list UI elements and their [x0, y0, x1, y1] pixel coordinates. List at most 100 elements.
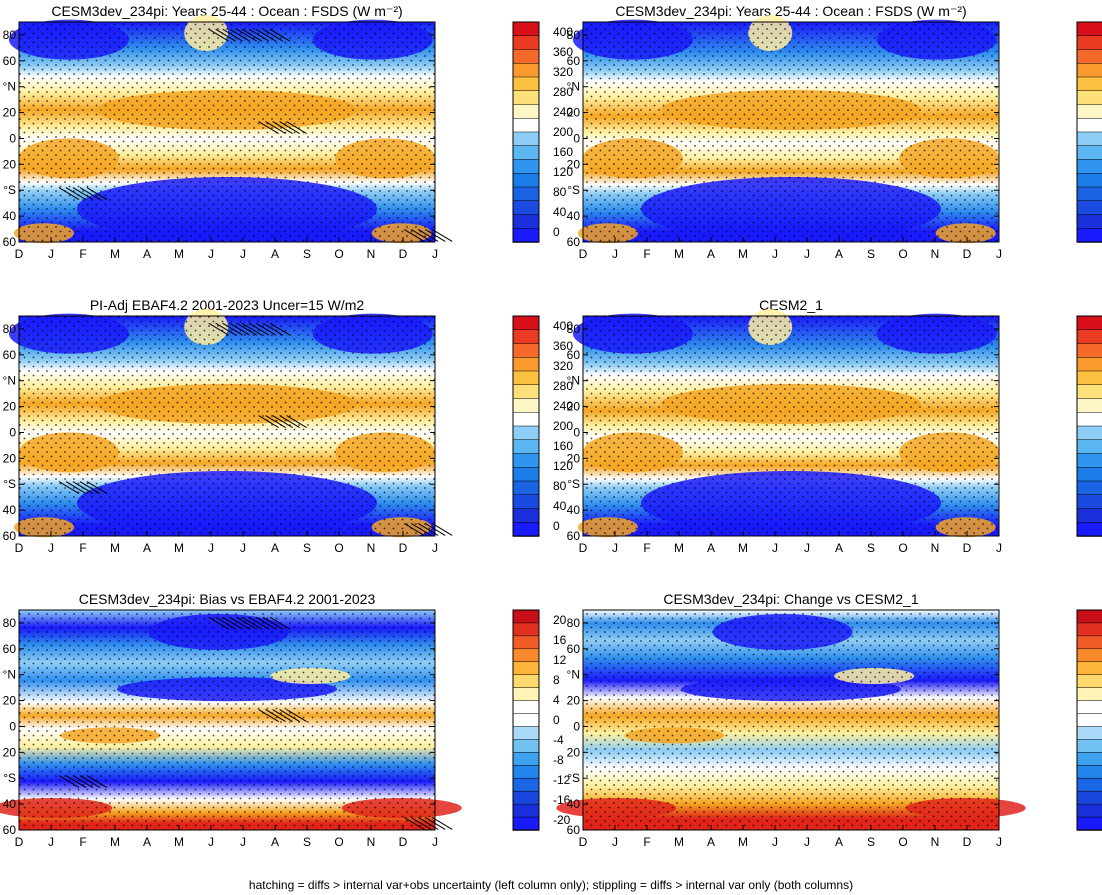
y-tick-label: 80	[567, 28, 581, 42]
plot-frame	[18, 315, 436, 537]
colorbar-segment	[1076, 49, 1102, 64]
colorbar-label: 0	[553, 225, 560, 239]
colorbar-segment	[1076, 118, 1102, 133]
panel-title: CESM3dev_234pi: Change vs CESM2_1	[663, 591, 918, 607]
y-tick-label: °S	[3, 477, 16, 491]
hatch-line	[236, 616, 257, 630]
x-tick-label: A	[143, 247, 151, 261]
colorbar-segment	[1076, 609, 1102, 624]
x-tick-label: M	[674, 541, 684, 555]
y-tick-label: 40	[3, 797, 17, 811]
colorbar-segment	[512, 412, 540, 427]
x-tick-label: J	[240, 835, 246, 849]
x-tick-label: F	[79, 541, 86, 555]
colorbar-segment	[1076, 228, 1102, 243]
panel-title: CESM3dev_234pi: Years 25-44 : Ocean : FS…	[615, 3, 966, 19]
colorbar-segment	[512, 803, 540, 818]
colorbar-label: 280	[553, 85, 573, 99]
colorbar-label: 80	[553, 185, 567, 199]
colorbar-segment	[512, 674, 540, 689]
x-tick-label: M	[174, 247, 184, 261]
chart-panel-2: CESM3dev_234pi: Years 25-44 : Ocean : FS…	[567, 3, 1102, 261]
colorbar-segment	[512, 816, 540, 831]
hatch-line	[65, 775, 87, 789]
colorbar-segment	[1076, 453, 1102, 468]
chart-panel-1: CESM3dev_234pi: Years 25-44 : Ocean : FS…	[3, 3, 574, 261]
panel-title: PI-Adj EBAF4.2 2001-2023 Uncer=15 W/m2	[90, 297, 365, 313]
y-tick-label: 60	[567, 529, 581, 543]
y-tick-label: 80	[567, 616, 581, 630]
hatch-line	[410, 228, 432, 242]
hatch-line	[215, 322, 236, 336]
colorbar-segment	[1076, 329, 1102, 345]
y-tick-label: 60	[3, 529, 17, 543]
colorbar-segment	[512, 687, 540, 702]
colorbar-segment	[512, 425, 540, 441]
colorbar-label: 12	[553, 653, 567, 667]
x-tick-label: N	[931, 247, 940, 261]
y-tick-label: 80	[3, 28, 17, 42]
y-tick-label: °N	[567, 668, 580, 682]
colorbar-segment	[1076, 790, 1102, 805]
hatch-line	[258, 709, 279, 723]
y-tick-label: °S	[3, 771, 16, 785]
colorbar-label: 360	[553, 339, 573, 353]
hatch-line	[262, 616, 284, 630]
hatch-line	[272, 121, 293, 135]
colorbar-segment	[1076, 398, 1102, 413]
hatch-line	[236, 322, 257, 336]
colorbar-segment	[512, 384, 540, 400]
colorbar-segment	[1076, 726, 1102, 741]
colorbar-label: -4	[553, 733, 564, 747]
colorbar-segment	[1076, 214, 1102, 229]
hatch-line	[86, 775, 108, 789]
colorbar-segment	[512, 329, 540, 345]
x-tick-label: M	[110, 835, 120, 849]
hatch-line	[72, 481, 94, 495]
colorbar-segment	[1076, 674, 1102, 689]
plot-frame	[582, 315, 1000, 537]
colorbar-frame	[512, 21, 540, 243]
stippling-overlay	[583, 316, 999, 536]
hatch-line	[272, 415, 293, 429]
plot-frame	[582, 21, 1000, 243]
x-tick-label: A	[835, 835, 843, 849]
x-tick-label: O	[898, 541, 907, 555]
hatch-line	[431, 816, 453, 830]
x-tick-label: N	[367, 835, 376, 849]
x-tick-label: O	[898, 247, 907, 261]
x-tick-label: J	[48, 541, 54, 555]
hatch-line	[58, 775, 80, 789]
y-tick-label: °N	[3, 374, 16, 388]
hatch-line	[269, 322, 291, 336]
plot-frame	[18, 21, 436, 243]
x-tick-label: S	[303, 541, 311, 555]
hatch-line	[262, 28, 284, 42]
colorbar-label: 0	[553, 519, 560, 533]
y-tick-label: 20	[3, 157, 17, 171]
x-tick-label: M	[674, 835, 684, 849]
x-tick-label: D	[579, 247, 588, 261]
y-tick-label: 0	[573, 425, 580, 439]
colorbar-segment	[1076, 21, 1102, 37]
colorbar-segment	[1076, 425, 1102, 441]
x-tick-label: A	[835, 247, 843, 261]
colorbar-segment	[512, 35, 540, 51]
y-tick-label: 40	[567, 797, 581, 811]
hatch-line	[269, 28, 291, 42]
colorbar-segment	[512, 609, 540, 624]
x-tick-label: J	[208, 835, 214, 849]
colorbar-segment	[1076, 173, 1102, 188]
hatch-line	[241, 28, 263, 42]
hatch-line	[208, 616, 229, 630]
x-tick-label: J	[772, 541, 778, 555]
y-tick-label: 20	[567, 106, 581, 120]
x-tick-label: A	[271, 247, 279, 261]
hatch-line	[272, 709, 293, 723]
x-tick-label: D	[579, 835, 588, 849]
colorbar-segment	[1076, 508, 1102, 523]
hatch-line	[410, 816, 432, 830]
colorbar-segment	[512, 159, 540, 174]
